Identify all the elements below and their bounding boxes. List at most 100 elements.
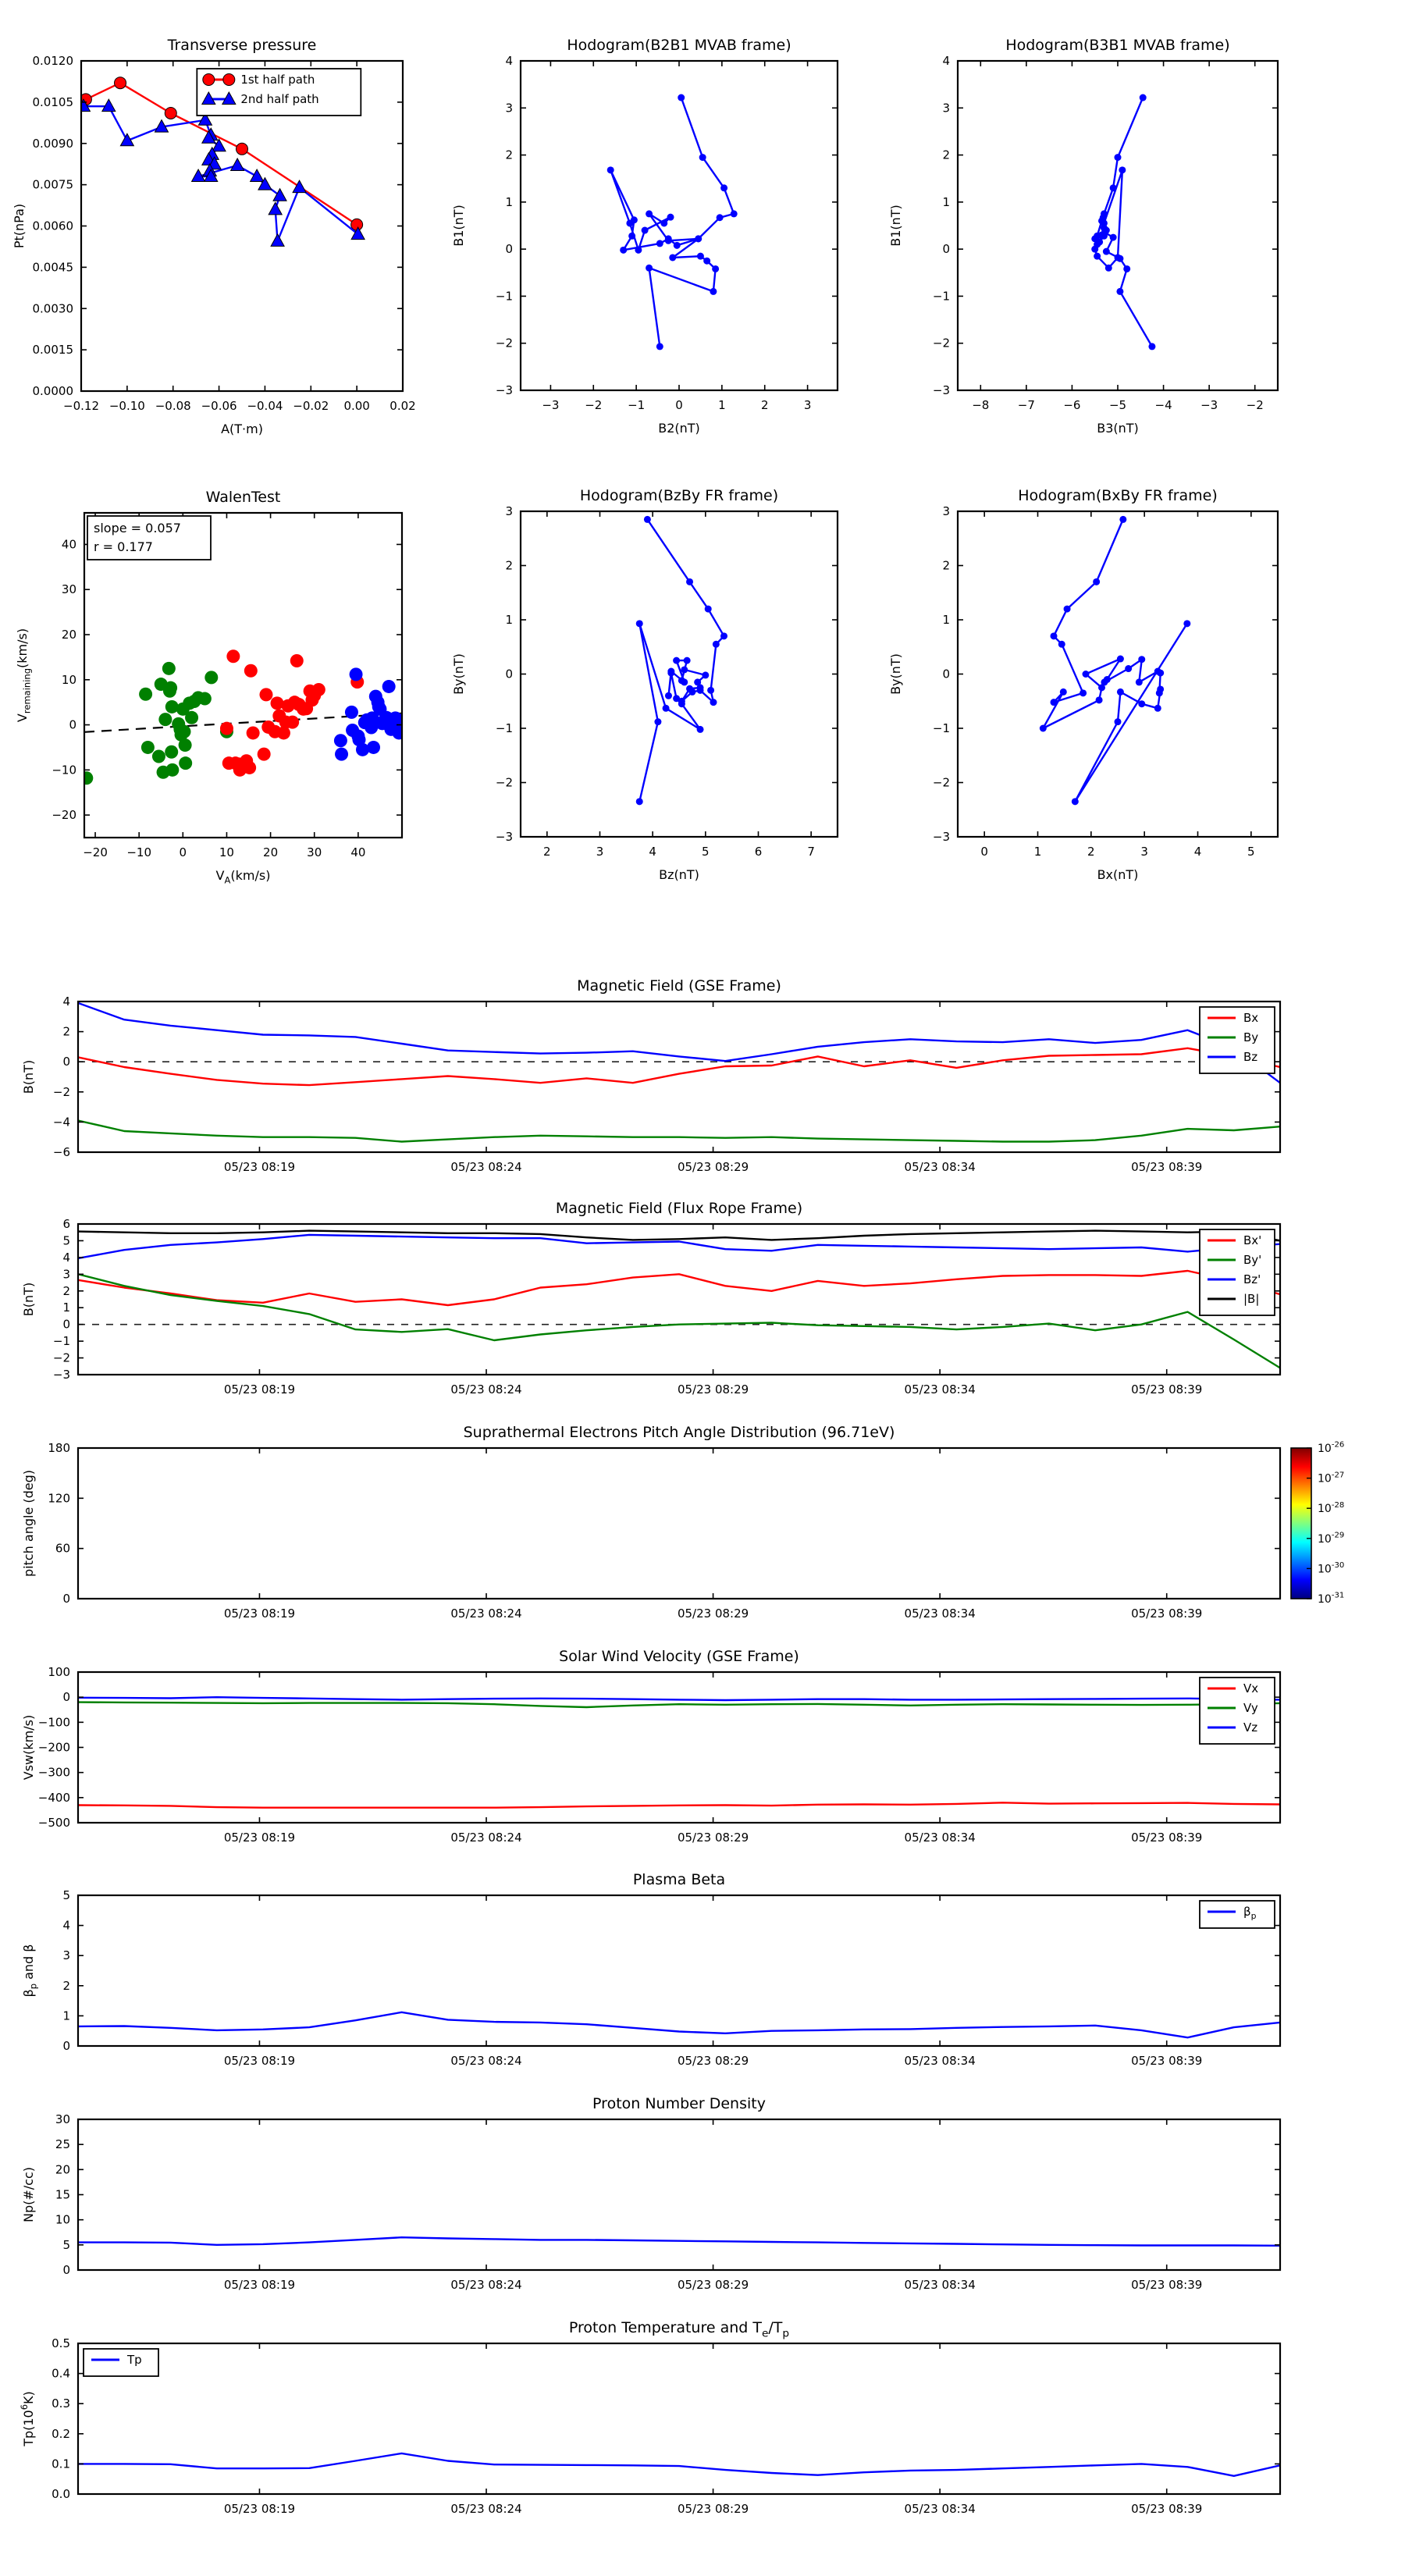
plot-area [78,2452,1280,2477]
series-Bx [78,1047,1280,1087]
data-marker [1183,620,1191,628]
panel-title: Hodogram(B3B1 MVAB frame) [1005,37,1229,54]
data-marker [1096,238,1104,246]
x-tick-label: 2 [1087,845,1095,859]
data-marker [702,671,710,679]
ticks [78,1895,1280,2047]
y-tick-label: −2 [53,1351,70,1365]
series-Bx' [78,1269,1280,1307]
series-line [78,1696,1280,1702]
y-tick-label: 0.0120 [33,54,74,68]
data-marker [703,257,711,265]
data-marker [678,94,685,101]
axes-box [76,2342,1282,2496]
y-tick-label: 3 [62,1267,70,1281]
data-marker [367,740,381,754]
y-tick-label: 3 [505,101,513,115]
x-tick-label: 30 [307,845,322,859]
legend: Bx By Bz [1199,1006,1275,1074]
data-marker [286,715,300,729]
legend-label: 1st half path [240,73,315,87]
y-tick-label: 0 [62,1690,70,1704]
series-line [78,2011,1280,2039]
data-marker [669,254,677,262]
annotation-line: r = 0.177 [94,539,153,554]
ticks [78,2343,1280,2495]
panel-pitch-angle: 05/23 08:19 05/23 08:24 05/23 08:29 05/23 0… [0,1409,1405,1655]
y-tick-label: 2 [505,148,513,162]
data-marker [178,738,192,753]
x-tick-label: −0.04 [247,399,283,413]
x-tick-label: 05/23 08:29 [678,1382,749,1397]
legend-label: 2nd half path [240,92,318,106]
panel-title: Proton Temperature and Te/Tp [569,2319,789,2339]
x-tick-label: 05/23 08:34 [905,2278,976,2292]
data-marker [1098,684,1105,692]
y-tick-label: 25 [55,2137,70,2151]
y-tick-label: 40 [62,537,76,551]
colorbar-tick-label: 10-31 [1318,1592,1344,1606]
y-tick-label: 0.0045 [33,260,74,274]
data-marker [1050,632,1058,640]
x-tick-label: 0.00 [343,399,369,413]
panel-title: Hodogram(BxBy FR frame) [1018,487,1218,504]
data-marker [1101,678,1108,686]
series-line [638,518,725,802]
plot-area [1039,515,1191,806]
plot-area [78,2236,1280,2247]
y-tick-label: 180 [48,1441,70,1455]
solar-wind-velocity-svg: 05/23 08:19 05/23 08:24 05/23 08:29 05/23 0… [21,1648,1282,1845]
y-tick-label: −1 [933,721,950,735]
y-tick-label: 30 [55,2112,70,2126]
y-tick-label: 3 [942,504,950,518]
data-marker [1135,678,1143,686]
y-axis-label: Pt(nPa) [12,204,27,248]
data-marker [667,213,674,221]
y-tick-label: 5 [62,1888,70,1902]
data-marker [710,699,717,706]
x-tick-label: −5 [1109,398,1126,412]
data-marker [635,246,642,254]
y-tick-label: 2 [62,1979,70,1993]
data-marker [656,343,663,350]
panel-hodogram-bz-by: 2 3 4 5 6 7 −3 −2 −1 0 1 2 3 Hodogram(BzBy FR frame) B… [443,472,970,893]
data-marker [720,632,728,640]
data-marker [270,233,285,247]
data-marker [226,649,240,664]
axes-box [76,1000,1282,1154]
ticks [80,60,404,392]
x-tick-label: −4 [1155,398,1172,412]
y-tick-label: 0.0105 [33,95,74,109]
panel-walen-test: −20 −10 0 10 20 30 40 −20 −10 0 10 20 30 40 WalenTest V… [6,474,535,894]
data-marker [654,718,662,726]
data-marker [694,678,702,686]
series-Bz-By path [635,515,728,806]
legend-label: |B| [1243,1292,1259,1306]
x-tick-label: 05/23 08:34 [905,1160,976,1174]
y-tick-label: 3 [62,1948,70,1962]
ticks [78,1001,1280,1153]
axes-box [76,1222,1282,1376]
data-marker [349,667,363,681]
data-marker [311,682,325,696]
x-tick-label: −7 [1018,398,1035,412]
series-Bz' [78,1233,1280,1260]
x-tick-label: 05/23 08:24 [450,2278,521,2292]
data-marker [1080,689,1087,697]
y-tick-label: 0.2 [52,2427,70,2441]
x-tick-label: 5 [1247,845,1255,859]
series-line [78,1047,1280,1087]
series-Vy [78,1701,1280,1709]
data-marker [114,76,127,90]
x-tick-label: 05/23 08:34 [905,1831,976,1845]
y-tick-label: −200 [38,1741,70,1755]
data-marker [1063,605,1071,613]
x-tick-label: −2 [585,398,602,412]
y-tick-label: 2 [942,148,950,162]
y-tick-label: 0.3 [52,2396,70,2411]
mag-field-gse-svg: 05/23 08:19 05/23 08:24 05/23 08:29 05/23 0… [21,977,1282,1174]
data-marker [660,219,668,227]
x-tick-label: 05/23 08:24 [450,1606,521,1621]
data-marker [1116,655,1124,663]
plot-area [1091,94,1156,350]
